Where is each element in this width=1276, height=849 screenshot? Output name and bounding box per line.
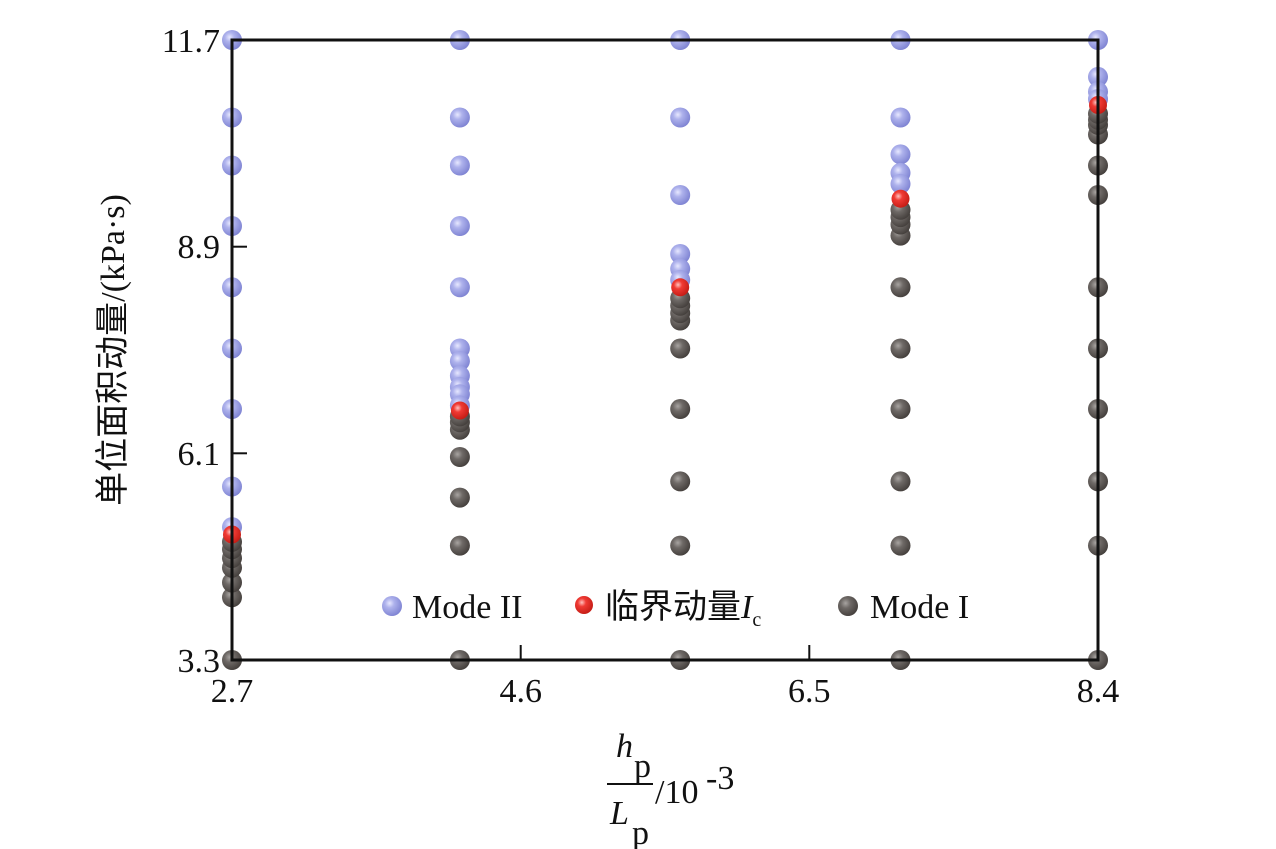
x-axis-label-denominator: L <box>609 795 629 832</box>
point-mode-i-17 <box>670 471 691 492</box>
legend-label-mode-ii: Mode II <box>412 589 522 626</box>
point-mode-ii-24 <box>670 244 691 264</box>
point-mode-ii-28 <box>890 107 911 128</box>
x-tick-label-1: 2.7 <box>211 673 254 710</box>
x-tick-label-2: 4.6 <box>499 673 542 710</box>
point-mode-ii-16 <box>449 351 470 372</box>
point-mode-i-16 <box>670 535 691 556</box>
legend: Mode II 临界动量Ic Mode I <box>382 588 969 631</box>
legend-marker-mode-i <box>838 596 858 616</box>
x-axis-label-exponent: -3 <box>706 760 734 797</box>
y-tick-label-2: 6.1 <box>178 436 221 473</box>
x-tick-label-4: 8.4 <box>1077 673 1120 710</box>
legend-label-mode-i: Mode I <box>870 589 969 626</box>
point-critical-impulse-2 <box>450 401 469 420</box>
y-tick-label-1: 3.3 <box>178 643 221 680</box>
y-tick-label-3: 8.9 <box>178 229 221 266</box>
plot-markers <box>222 30 1108 670</box>
point-mode-i-27 <box>890 399 911 419</box>
y-tick-label-4: 11.7 <box>162 23 220 60</box>
x-tick-label-3: 6.5 <box>788 673 831 710</box>
legend-label-critical-impulse-symbol: I <box>740 589 754 626</box>
point-mode-ii-29 <box>890 144 911 165</box>
legend-label-critical-impulse-text: 临界动量 <box>605 588 741 626</box>
legend-marker-critical-impulse <box>575 596 593 614</box>
point-mode-ii-11 <box>449 107 470 128</box>
legend-label-critical-impulse-sub: c <box>752 609 761 631</box>
point-mode-ii-22 <box>670 107 691 128</box>
point-mode-ii-12 <box>449 155 470 176</box>
point-mode-i-25 <box>890 535 911 556</box>
x-axis-label-numerator-sub: p <box>634 748 651 785</box>
y-axis-label: 单位面积动量/(kPa·s) <box>94 194 132 506</box>
point-mode-i-19 <box>670 338 691 359</box>
legend-marker-mode-ii <box>382 596 402 616</box>
x-axis-label-suffix: /10 <box>655 774 698 811</box>
x-axis: 2.7 4.6 6.5 8.4 <box>211 645 1120 710</box>
point-critical-impulse-3 <box>671 278 690 297</box>
point-critical-impulse-4 <box>891 189 910 208</box>
legend-label-critical-impulse: 临界动量Ic <box>605 588 761 631</box>
plot-frame <box>230 38 1100 662</box>
x-axis-label-denominator-sub: p <box>632 815 649 849</box>
point-mode-i-10 <box>449 487 470 508</box>
point-mode-i-9 <box>449 535 470 556</box>
point-mode-i-26 <box>890 471 911 492</box>
point-mode-ii-23 <box>670 185 691 205</box>
x-axis-label: h p L p /10 -3 <box>607 728 734 849</box>
point-mode-i-11 <box>449 447 470 467</box>
point-mode-ii-13 <box>449 216 470 236</box>
point-mode-i-29 <box>890 277 911 298</box>
x-axis-label-numerator: h <box>616 728 633 765</box>
point-mode-ii-31 <box>890 173 911 194</box>
point-mode-i-28 <box>890 338 911 359</box>
point-mode-ii-14 <box>449 277 470 298</box>
y-axis: 3.3 6.1 8.9 11.7 <box>162 23 247 680</box>
point-mode-i-18 <box>670 399 691 419</box>
